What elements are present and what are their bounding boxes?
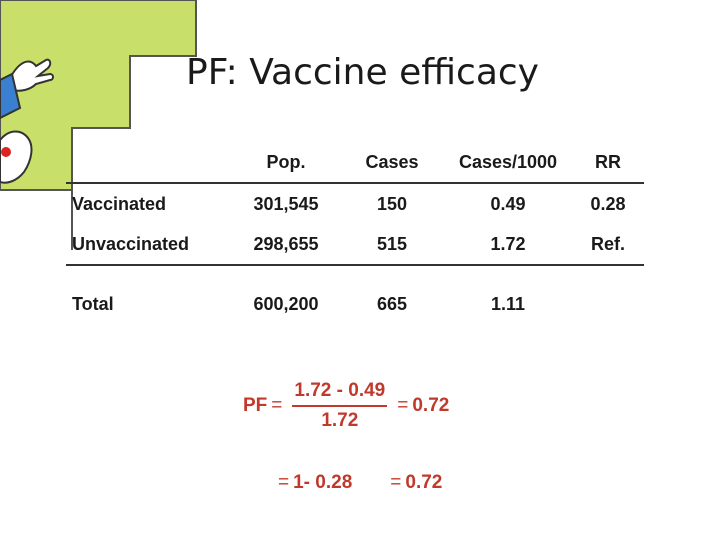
table-row-unvaccinated: Unvaccinated 298,655 515 1.72 Ref. bbox=[66, 224, 644, 266]
cell-cases-per-1000: 1.11 bbox=[490, 293, 526, 314]
column-header-cases: Cases bbox=[340, 152, 444, 184]
row-label: Unvaccinated bbox=[66, 224, 232, 266]
row-label: Total bbox=[72, 293, 114, 314]
equals-sign: = bbox=[271, 395, 283, 416]
column-header-cases-per-1000: Cases/1000 bbox=[444, 152, 572, 184]
cartoon-clipart-decoration bbox=[0, 0, 197, 250]
equals-sign: = bbox=[397, 395, 409, 416]
vaccine-efficacy-table: Pop. Cases Cases/1000 RR Vaccinated 301,… bbox=[66, 152, 644, 324]
cell-rr: Ref. bbox=[572, 224, 644, 266]
equals-sign: = bbox=[278, 472, 290, 493]
formula-alt-result: 0.72 bbox=[405, 472, 443, 493]
vaccine-efficacy-table-container: Pop. Cases Cases/1000 RR Vaccinated 301,… bbox=[66, 152, 644, 324]
column-header-population: Pop. bbox=[232, 152, 340, 184]
table-row-total: Total 600,200 665 1.11 bbox=[66, 284, 644, 324]
row-label: Vaccinated bbox=[72, 193, 167, 214]
cell-cases: 665 bbox=[376, 293, 408, 314]
table-row-vaccinated: Vaccinated 301,545 150 0.49 0.28 bbox=[66, 183, 644, 224]
cell-rr bbox=[572, 284, 644, 324]
formula-result: 0.72 bbox=[412, 395, 450, 416]
cell-cases-per-1000: 0.49 bbox=[490, 193, 526, 214]
cell-population: 298,655 bbox=[232, 224, 340, 266]
slide-title: PF: Vaccine efficacy bbox=[186, 52, 539, 93]
table-spacer bbox=[66, 265, 644, 284]
spacer-cell bbox=[66, 265, 644, 284]
cell-cases: 515 bbox=[340, 224, 444, 266]
formula-fraction: 1.72 - 0.49 1.72 bbox=[292, 380, 388, 432]
table-header-row: Pop. Cases Cases/1000 RR bbox=[66, 152, 644, 184]
formula-alt-expression: 1- 0.28 bbox=[293, 472, 353, 493]
cell-cases: 150 bbox=[376, 193, 408, 214]
cell-rr: 0.28 bbox=[590, 193, 626, 214]
formula-lhs: PF bbox=[243, 395, 268, 416]
equals-sign: = bbox=[390, 472, 402, 493]
cell-population: 600,200 bbox=[253, 293, 319, 314]
pf-formula-fraction: PF = 1.72 - 0.49 1.72 = 0.72 bbox=[243, 380, 449, 432]
pf-formula-alternative: = 1- 0.28 = 0.72 bbox=[274, 472, 442, 494]
cell-cases-per-1000: 1.72 bbox=[444, 224, 572, 266]
cell-population: 301,545 bbox=[253, 193, 319, 214]
formula-denominator: 1.72 bbox=[321, 410, 359, 431]
column-header-rr: RR bbox=[572, 152, 644, 184]
column-header-group bbox=[66, 152, 232, 184]
formula-numerator: 1.72 - 0.49 bbox=[292, 380, 388, 407]
